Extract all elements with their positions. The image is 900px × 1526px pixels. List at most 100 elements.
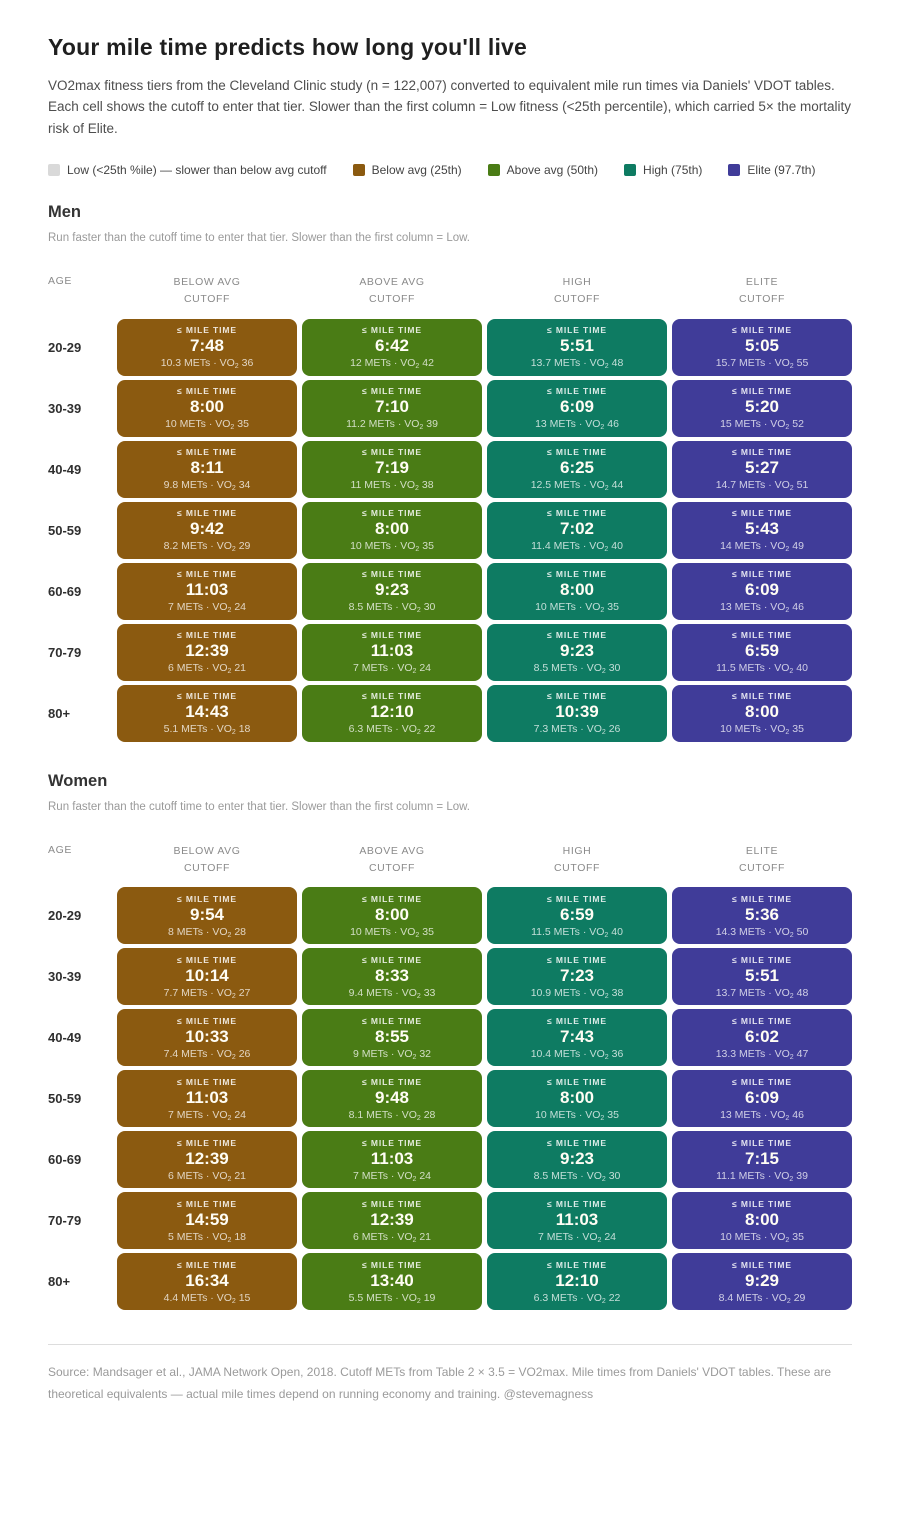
card-sub: 7 METs · VO2 24	[537, 1230, 617, 1244]
card-time: 9:23	[374, 580, 410, 600]
table-row: 70-79 ≤ MILE TIME 12:39 6 METs · VO2 21 …	[48, 623, 852, 681]
card-time: 7:10	[374, 397, 410, 417]
age-label: 60-69	[48, 583, 82, 599]
card-label: ≤ MILE TIME	[362, 1259, 422, 1270]
card-label: ≤ MILE TIME	[362, 386, 422, 397]
card-label: ≤ MILE TIME	[362, 630, 422, 641]
age-label: 30-39	[48, 400, 82, 416]
tier-card: ≤ MILE TIME 6:59 11.5 METs · VO2 40	[672, 623, 852, 681]
card-time: 8:55	[374, 1026, 410, 1046]
table-grid: 20-29 ≤ MILE TIME 7:48 10.3 METs · VO2 3…	[48, 318, 852, 742]
legend: Low (<25th %ile) — slower than below avg…	[48, 163, 852, 177]
sections: Men Run faster than the cutoff time to e…	[48, 203, 852, 1311]
age-label: 20-29	[48, 339, 82, 355]
legend-swatch-icon	[728, 163, 741, 176]
tier-card: ≤ MILE TIME 8:00 10 METs · VO2 35	[672, 684, 852, 742]
card-label: ≤ MILE TIME	[547, 508, 607, 519]
tier-card: ≤ MILE TIME 5:51 13.7 METs · VO2 48	[487, 318, 667, 376]
card-time: 6:09	[744, 580, 780, 600]
card-sub: 8.5 METs · VO2 30	[533, 662, 621, 676]
tier-column-label: HIGH	[562, 844, 592, 857]
card-label: ≤ MILE TIME	[177, 1137, 237, 1148]
tier-column-header: ABOVE AVG CUTOFF	[302, 274, 482, 309]
card-sub: 15 METs · VO2 52	[720, 418, 804, 432]
card-time: 12:10	[370, 702, 414, 722]
card-time: 9:23	[559, 1148, 595, 1168]
card-sub: 9.4 METs · VO2 33	[348, 986, 436, 1000]
age-label: 50-59	[48, 522, 82, 538]
card-sub: 10 METs · VO2 35	[535, 601, 619, 615]
card-label: ≤ MILE TIME	[547, 447, 607, 458]
age-label: 60-69	[48, 1152, 82, 1168]
card-sub: 6 METs · VO2 21	[167, 662, 247, 676]
tier-card: ≤ MILE TIME 5:05 15.7 METs · VO2 55	[672, 318, 852, 376]
tier-card: ≤ MILE TIME 12:10 6.3 METs · VO2 22	[302, 684, 482, 742]
age-label: 80+	[48, 705, 71, 721]
card-time: 8:00	[559, 1087, 595, 1107]
tier-column-header: ELITE CUTOFF	[672, 274, 852, 309]
table-row: 40-49 ≤ MILE TIME 10:33 7.4 METs · VO2 2…	[48, 1009, 852, 1067]
card-sub: 7 METs · VO2 24	[167, 1108, 247, 1122]
card-label: ≤ MILE TIME	[177, 447, 237, 458]
table-row: 80+ ≤ MILE TIME 14:43 5.1 METs · VO2 18 …	[48, 684, 852, 742]
tier-card: ≤ MILE TIME 13:40 5.5 METs · VO2 19	[302, 1253, 482, 1311]
card-label: ≤ MILE TIME	[362, 1137, 422, 1148]
card-time: 7:43	[559, 1026, 595, 1046]
tier-card: ≤ MILE TIME 6:09 13 METs · VO2 46	[487, 379, 667, 437]
card-time: 6:59	[559, 904, 595, 924]
card-sub: 10 METs · VO2 35	[350, 925, 434, 939]
legend-swatch-icon	[487, 163, 500, 176]
card-label: ≤ MILE TIME	[547, 893, 607, 904]
tier-card: ≤ MILE TIME 8:00 10 METs · VO2 35	[487, 1070, 667, 1128]
tier-card: ≤ MILE TIME 9:23 8.5 METs · VO2 30	[487, 623, 667, 681]
card-label: ≤ MILE TIME	[547, 1015, 607, 1026]
card-sub: 8.4 METs · VO2 29	[718, 1291, 806, 1305]
card-time: 12:39	[185, 1148, 229, 1168]
card-time: 5:43	[744, 519, 780, 539]
page-subtitle: VO2max fitness tiers from the Cleveland …	[48, 78, 852, 136]
tier-card: ≤ MILE TIME 7:23 10.9 METs · VO2 38	[487, 948, 667, 1006]
table-grid: 20-29 ≤ MILE TIME 9:54 8 METs · VO2 28 ≤…	[48, 887, 852, 1311]
age-label: 70-79	[48, 644, 82, 660]
tier-column-header: BELOW AVG CUTOFF	[117, 843, 297, 878]
tier-card: ≤ MILE TIME 10:14 7.7 METs · VO2 27	[117, 948, 297, 1006]
card-time: 7:23	[559, 965, 595, 985]
card-time: 6:02	[744, 1026, 780, 1046]
tier-card: ≤ MILE TIME 12:39 6 METs · VO2 21	[117, 623, 297, 681]
table-row: 60-69 ≤ MILE TIME 12:39 6 METs · VO2 21 …	[48, 1131, 852, 1189]
card-sub: 10 METs · VO2 35	[165, 418, 249, 432]
card-sub: 9.8 METs · VO2 34	[163, 479, 251, 493]
tier-card: ≤ MILE TIME 9:23 8.5 METs · VO2 30	[487, 1131, 667, 1189]
card-sub: 11.2 METs · VO2 39	[346, 418, 438, 432]
card-sub: 11.4 METs · VO2 40	[531, 540, 623, 554]
table-section: Women Run faster than the cutoff time to…	[48, 772, 852, 1311]
legend-label: Low (<25th %ile) — slower than below avg…	[67, 162, 327, 177]
table-row: 50-59 ≤ MILE TIME 11:03 7 METs · VO2 24 …	[48, 1070, 852, 1128]
card-time: 8:00	[374, 904, 410, 924]
card-label: ≤ MILE TIME	[732, 893, 792, 904]
card-label: ≤ MILE TIME	[177, 386, 237, 397]
card-sub: 13 METs · VO2 46	[720, 601, 804, 615]
table-header-row: AGE BELOW AVG CUTOFF ABOVE AVG CUTOFF HI…	[48, 274, 852, 309]
card-label: ≤ MILE TIME	[732, 1076, 792, 1087]
tier-card: ≤ MILE TIME 8:00 10 METs · VO2 35	[487, 562, 667, 620]
card-time: 9:48	[374, 1087, 410, 1107]
age-label: 30-39	[48, 969, 82, 985]
tier-card: ≤ MILE TIME 7:15 11.1 METs · VO2 39	[672, 1131, 852, 1189]
legend-swatch-icon	[352, 163, 365, 176]
card-time: 8:33	[374, 965, 410, 985]
card-label: ≤ MILE TIME	[362, 508, 422, 519]
source-footer: Source: Mandsager et al., JAMA Network O…	[48, 1365, 832, 1402]
legend-item: High (75th)	[624, 163, 702, 177]
card-sub: 5.5 METs · VO2 19	[348, 1291, 436, 1305]
card-sub: 13.7 METs · VO2 48	[530, 357, 624, 371]
card-time: 11:03	[185, 580, 229, 600]
card-sub: 11 METs · VO2 38	[350, 479, 434, 493]
card-label: ≤ MILE TIME	[547, 1076, 607, 1087]
legend-swatch-icon	[48, 163, 60, 176]
card-sub: 14 METs · VO2 49	[720, 540, 804, 554]
card-label: ≤ MILE TIME	[362, 325, 422, 336]
card-time: 16:34	[185, 1270, 229, 1290]
card-time: 12:39	[185, 641, 229, 661]
